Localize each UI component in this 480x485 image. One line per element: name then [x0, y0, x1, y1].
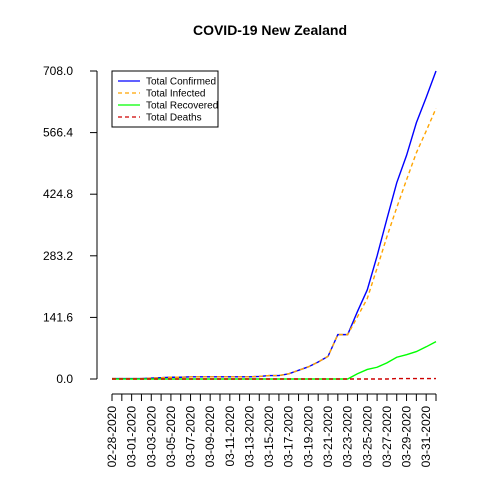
series-line-total-infected	[112, 108, 436, 378]
x-tick-label: 03-19-2020	[301, 406, 315, 468]
x-axis: 02-28-2020 03-01-2020 03-03-2020 03-05-2020…	[105, 394, 436, 467]
y-tick-label: 283.2	[43, 249, 73, 263]
legend-label: Total Infected	[146, 89, 205, 100]
x-tick-label: 03-03-2020	[144, 406, 158, 468]
x-tick-label: 03-01-2020	[125, 406, 139, 468]
x-tick-label: 03-15-2020	[262, 406, 276, 468]
series-line-total-recovered	[112, 342, 436, 379]
x-tick-label: 03-17-2020	[282, 406, 296, 468]
x-tick-label: 03-25-2020	[360, 406, 374, 468]
x-tick-label: 03-31-2020	[419, 406, 433, 468]
y-tick-label: 141.6	[43, 310, 73, 324]
x-tick-label: 03-27-2020	[380, 406, 394, 468]
y-tick-label: 708.0	[43, 64, 73, 78]
legend-label: Total Recovered	[146, 101, 218, 112]
x-tick-label: 03-07-2020	[184, 406, 198, 468]
legend-label: Total Confirmed	[146, 77, 216, 88]
x-tick-label: 03-23-2020	[341, 406, 355, 468]
y-tick-label: 0.0	[56, 372, 73, 386]
y-tick-label: 424.8	[43, 187, 73, 201]
x-tick-label: 02-28-2020	[105, 406, 119, 468]
x-tick-label: 03-21-2020	[321, 406, 335, 468]
x-tick-label: 03-11-2020	[223, 406, 237, 467]
chart-title: COVID-19 New Zealand	[193, 22, 347, 38]
x-tick-label: 03-29-2020	[400, 406, 414, 468]
y-axis: 0.0 141.6 283.2 424.8 566.4 708.0	[43, 64, 97, 386]
x-tick-label: 03-09-2020	[203, 406, 217, 468]
legend-label: Total Deaths	[146, 113, 202, 124]
y-tick-label: 566.4	[43, 126, 73, 140]
x-tick-label: 03-05-2020	[164, 406, 178, 468]
x-tick-label: 03-13-2020	[242, 406, 256, 468]
